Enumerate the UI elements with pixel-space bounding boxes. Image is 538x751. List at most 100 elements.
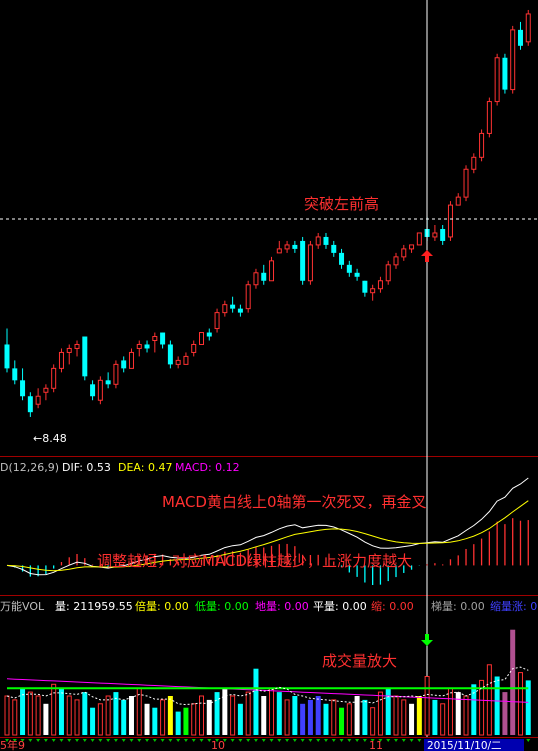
candle <box>284 244 290 250</box>
buy-arrow-icon <box>421 250 433 262</box>
volume-down-arrow-icon <box>421 634 433 646</box>
axis-tick <box>207 739 212 742</box>
volume-bar <box>245 691 251 736</box>
candle <box>494 57 500 103</box>
volume-bar <box>214 692 220 735</box>
candle <box>276 248 282 254</box>
candle <box>51 367 57 389</box>
volume-bar <box>339 707 345 735</box>
volume-bar <box>385 688 391 735</box>
volume-bar <box>191 703 197 736</box>
axis-tick <box>121 739 126 742</box>
volume-bar <box>486 664 492 736</box>
candle <box>253 272 259 286</box>
volume-bar <box>90 707 96 735</box>
candle <box>432 232 438 238</box>
axis-tick <box>238 739 243 742</box>
volume-bar <box>237 703 243 735</box>
date-label-sep: 5年9 <box>0 738 25 751</box>
candle <box>525 13 531 43</box>
volume-bar <box>409 703 415 735</box>
candle <box>43 387 49 393</box>
candle <box>27 396 33 413</box>
axis-tick <box>75 739 80 742</box>
candle <box>486 101 492 134</box>
axis-tick <box>386 739 391 742</box>
axis-tick <box>378 739 383 742</box>
date-label-nov: 11 <box>369 739 383 751</box>
volume-bar <box>455 692 461 735</box>
candle <box>90 384 96 397</box>
candle <box>20 380 26 397</box>
volume-bar <box>128 696 134 735</box>
volume-bar <box>206 699 212 735</box>
candle <box>175 359 181 365</box>
volume-bar <box>370 707 376 736</box>
axis-tick <box>316 739 321 742</box>
axis-tick <box>269 739 274 742</box>
axis-tick <box>67 739 72 742</box>
candle <box>385 264 391 282</box>
volume-bar <box>300 703 306 735</box>
axis-tick <box>82 739 87 742</box>
volume-bar <box>144 703 150 735</box>
candle <box>300 240 306 281</box>
axis-tick <box>215 739 220 742</box>
candle <box>315 236 321 246</box>
volume-bar <box>440 703 446 736</box>
candle <box>401 248 407 258</box>
volume-bar <box>494 676 500 735</box>
axis-tick <box>300 739 305 742</box>
volume-bar <box>152 707 158 735</box>
volume-bar <box>27 691 33 736</box>
volume-item-0: 量: 211959.55 <box>55 600 133 613</box>
candle <box>206 332 212 337</box>
axis-tick <box>331 739 336 742</box>
axis-tick <box>362 739 367 742</box>
date-highlight-box <box>424 739 524 751</box>
macd-dif-label: DIF: 0.53 <box>62 461 111 474</box>
axis-tick <box>355 739 360 742</box>
axis-tick <box>168 739 173 742</box>
candle <box>393 256 399 266</box>
volume-bar <box>307 699 313 735</box>
candle <box>12 368 18 381</box>
volume-bar <box>284 699 290 736</box>
volume-bar <box>66 695 72 736</box>
volume-bar <box>121 699 127 735</box>
volume-bar <box>315 696 321 735</box>
candle <box>167 344 173 365</box>
axis-tick <box>90 739 95 742</box>
axis-tick <box>401 739 406 742</box>
volume-item-7: 缩量涨: 0 <box>490 600 537 613</box>
volume-bar <box>222 688 228 735</box>
candle <box>517 29 523 46</box>
candle <box>479 132 485 158</box>
candle <box>113 363 119 385</box>
axis-tick <box>409 739 414 742</box>
volume-item-5: 缩: 0.00 <box>371 600 414 613</box>
macd-value-label: MACD: 0.12 <box>175 461 240 474</box>
volume-bar <box>502 692 508 735</box>
volume-bar <box>354 696 360 735</box>
axis-tick <box>308 739 313 742</box>
axis-tick <box>323 739 328 742</box>
candle <box>35 395 41 405</box>
candle <box>121 360 127 369</box>
volume-bar <box>424 676 430 736</box>
volume-bar <box>43 703 49 735</box>
volume-annotation: 成交量放大 <box>322 652 397 670</box>
axis-tick <box>28 739 33 742</box>
axis-tick <box>526 739 531 742</box>
candle <box>292 244 298 249</box>
volume-bar <box>346 703 352 736</box>
volume-bar <box>4 695 10 736</box>
volume-bar <box>97 703 103 736</box>
volume-item-6: 梯量: 0.00 <box>431 600 485 613</box>
volume-bar <box>74 699 80 736</box>
macd-dea-label: DEA: 0.47 <box>118 461 172 474</box>
volume-item-3: 地量: 0.00 <box>255 600 309 613</box>
dea-line <box>6 500 529 572</box>
candle <box>307 244 313 282</box>
candle <box>152 336 158 341</box>
